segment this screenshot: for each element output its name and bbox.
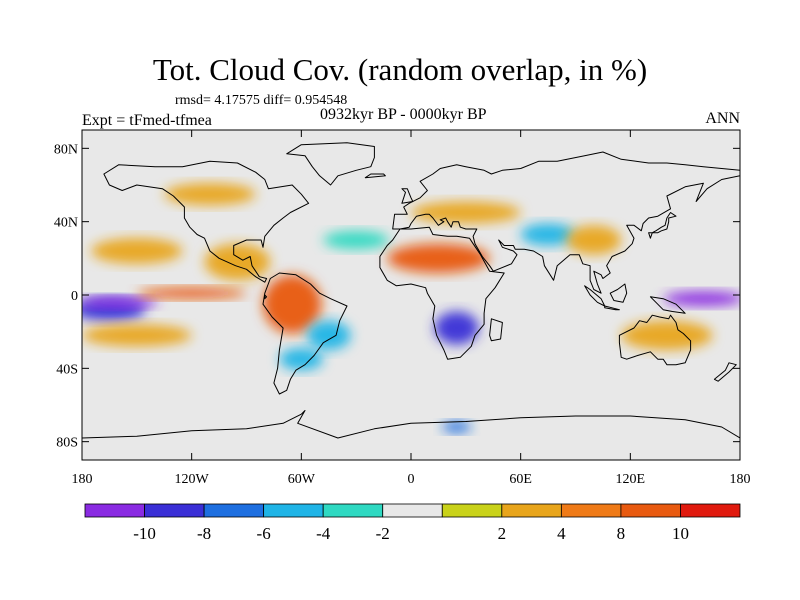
coastline bbox=[649, 296, 686, 314]
lon-tick-label: 180 bbox=[72, 472, 93, 487]
map-ticks: 180 120W 60W 0 60E 120E 180 80N 40N 0 40S 80S bbox=[54, 130, 751, 487]
lon-tick-label: 60W bbox=[288, 472, 316, 487]
season-label: ANN bbox=[705, 110, 740, 127]
colorbar-swatch bbox=[501, 503, 562, 518]
lat-tick-label: 0 bbox=[71, 289, 78, 304]
coastline bbox=[286, 142, 375, 186]
colorbar-swatch bbox=[144, 503, 205, 518]
coastline bbox=[648, 212, 677, 239]
coastlines bbox=[82, 142, 740, 460]
colorbar-swatch bbox=[84, 503, 145, 518]
colorbar-swatch bbox=[263, 503, 324, 518]
colorbar-swatch bbox=[322, 503, 384, 518]
anomaly-blob bbox=[82, 296, 159, 308]
coastline bbox=[264, 294, 268, 300]
lon-tick-label: 120W bbox=[175, 472, 210, 487]
anomaly-blob bbox=[136, 287, 247, 299]
colorbar-swatch bbox=[680, 503, 741, 518]
coastline bbox=[82, 410, 740, 460]
colorbar-label: 2 bbox=[498, 524, 507, 543]
anomaly-blob bbox=[204, 243, 271, 281]
coastline bbox=[609, 283, 628, 303]
colorbar-swatch bbox=[620, 503, 681, 518]
coastline bbox=[489, 318, 503, 342]
coastline bbox=[364, 173, 386, 179]
colorbar-label: 4 bbox=[557, 524, 566, 543]
anomaly-field bbox=[82, 183, 740, 433]
lon-tick-label: 120E bbox=[616, 472, 646, 487]
coastline bbox=[401, 188, 414, 204]
colorbar-label: -10 bbox=[133, 524, 156, 543]
chart-title: Tot. Cloud Cov. (random overlap, in %) bbox=[152, 52, 648, 87]
anomaly-blob bbox=[262, 274, 322, 334]
colorbar-label: 8 bbox=[617, 524, 626, 543]
lat-tick-label: 80N bbox=[54, 142, 78, 157]
stats-label: rmsd= 4.17575 diff= 0.954548 bbox=[175, 93, 348, 108]
anomaly-blob bbox=[566, 225, 622, 255]
lon-tick-label: 60E bbox=[509, 472, 532, 487]
colorbar: -10 -8 -6 -4 -2 2 4 8 10 bbox=[84, 503, 741, 543]
anomaly-blob bbox=[442, 421, 472, 433]
lat-tick-label: 40N bbox=[54, 216, 78, 231]
anomaly-blob bbox=[663, 291, 740, 306]
anomaly-blob bbox=[164, 183, 256, 206]
anomaly-blob bbox=[323, 230, 390, 250]
colorbar-label: -8 bbox=[197, 524, 211, 543]
coastline bbox=[103, 160, 310, 283]
anomaly-blob bbox=[82, 324, 192, 347]
anomaly-blob bbox=[279, 348, 324, 371]
colorbar-swatch bbox=[203, 503, 265, 518]
colorbar-swatch bbox=[560, 503, 622, 518]
colorbar-swatch bbox=[441, 503, 503, 518]
anomaly-blob bbox=[621, 320, 713, 351]
colorbar-label: -6 bbox=[257, 524, 271, 543]
coastline bbox=[392, 151, 740, 294]
anomaly-blob bbox=[411, 201, 521, 224]
colorbar-label: -2 bbox=[376, 524, 390, 543]
lon-tick-label: 180 bbox=[730, 472, 751, 487]
period-label: 0932kyr BP - 0000kyr BP bbox=[320, 106, 487, 123]
anomaly-blob bbox=[387, 243, 490, 273]
experiment-label: Expt = tFmed-tfmea bbox=[82, 112, 212, 129]
anomaly-blob bbox=[520, 223, 576, 246]
colorbar-label: 10 bbox=[672, 524, 689, 543]
lat-tick-label: 40S bbox=[56, 362, 78, 377]
coastline bbox=[262, 272, 348, 395]
colorbar-swatch bbox=[382, 503, 443, 518]
coastline bbox=[604, 305, 620, 311]
colorbar-label: -4 bbox=[316, 524, 331, 543]
lat-tick-label: 80S bbox=[56, 436, 78, 451]
coastline bbox=[379, 226, 505, 360]
anomaly-blob bbox=[306, 320, 351, 351]
coastline bbox=[618, 314, 692, 366]
lon-tick-label: 0 bbox=[408, 472, 415, 487]
anomaly-blob bbox=[91, 238, 183, 264]
anomaly-blob bbox=[434, 311, 479, 345]
coastline bbox=[713, 362, 737, 382]
